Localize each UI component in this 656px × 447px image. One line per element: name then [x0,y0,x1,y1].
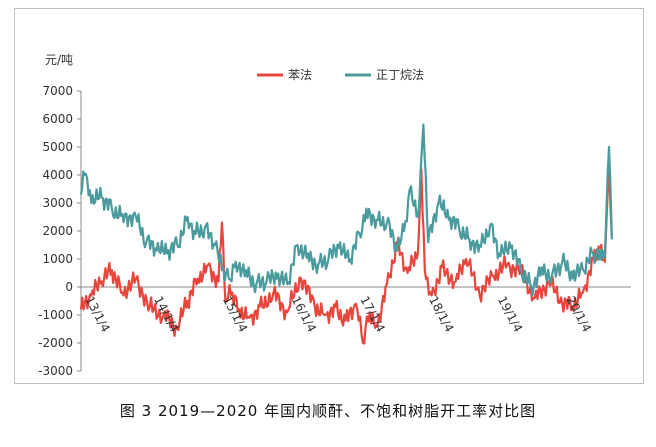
legend-label-zhengding: 正丁烷法 [376,68,424,82]
legend-label-benfa: 苯法 [288,68,312,82]
y-tick-label: 3000 [42,196,73,210]
series-line-benfa [79,159,613,345]
y-unit-label: 元/吨 [45,53,73,67]
x-tick-label: 13/1/4 [82,294,112,335]
y-tick-label: -2000 [38,336,73,350]
y-tick-label: 5000 [42,140,73,154]
figure-caption: 图 3 2019—2020 年国内顺酐、不饱和树脂开工率对比图 [119,402,537,420]
y-tick-label: 2000 [42,224,73,238]
y-tick-label: 4000 [42,168,73,182]
x-tick-label: 19/1/4 [495,294,525,335]
line-chart: 苯法 正丁烷法 元/吨 -3000 -2000 -1000 0 1000 2000 3000… [38,53,631,378]
legend: 苯法 正丁烷法 [257,68,424,82]
y-tick-label: 6000 [42,112,73,126]
series-line-zhengding [79,123,613,296]
axes [77,90,631,372]
chart-frame: 苯法 正丁烷法 元/吨 -3000 -2000 -1000 0 1000 2000 3000… [14,8,644,384]
y-tick-label: -1000 [38,308,73,322]
y-tick-label: 0 [65,280,73,294]
y-tick-label: 1000 [42,252,73,266]
x-tick-label: 20/1/4 [564,294,594,335]
y-tick-labels: -3000 -2000 -1000 0 1000 2000 3000 4000 5000 6000… [38,84,73,378]
y-tick-label: -3000 [38,364,73,378]
y-tick-label: 7000 [42,84,73,98]
series-lines [79,123,613,345]
x-tick-label: 18/1/4 [426,294,456,335]
